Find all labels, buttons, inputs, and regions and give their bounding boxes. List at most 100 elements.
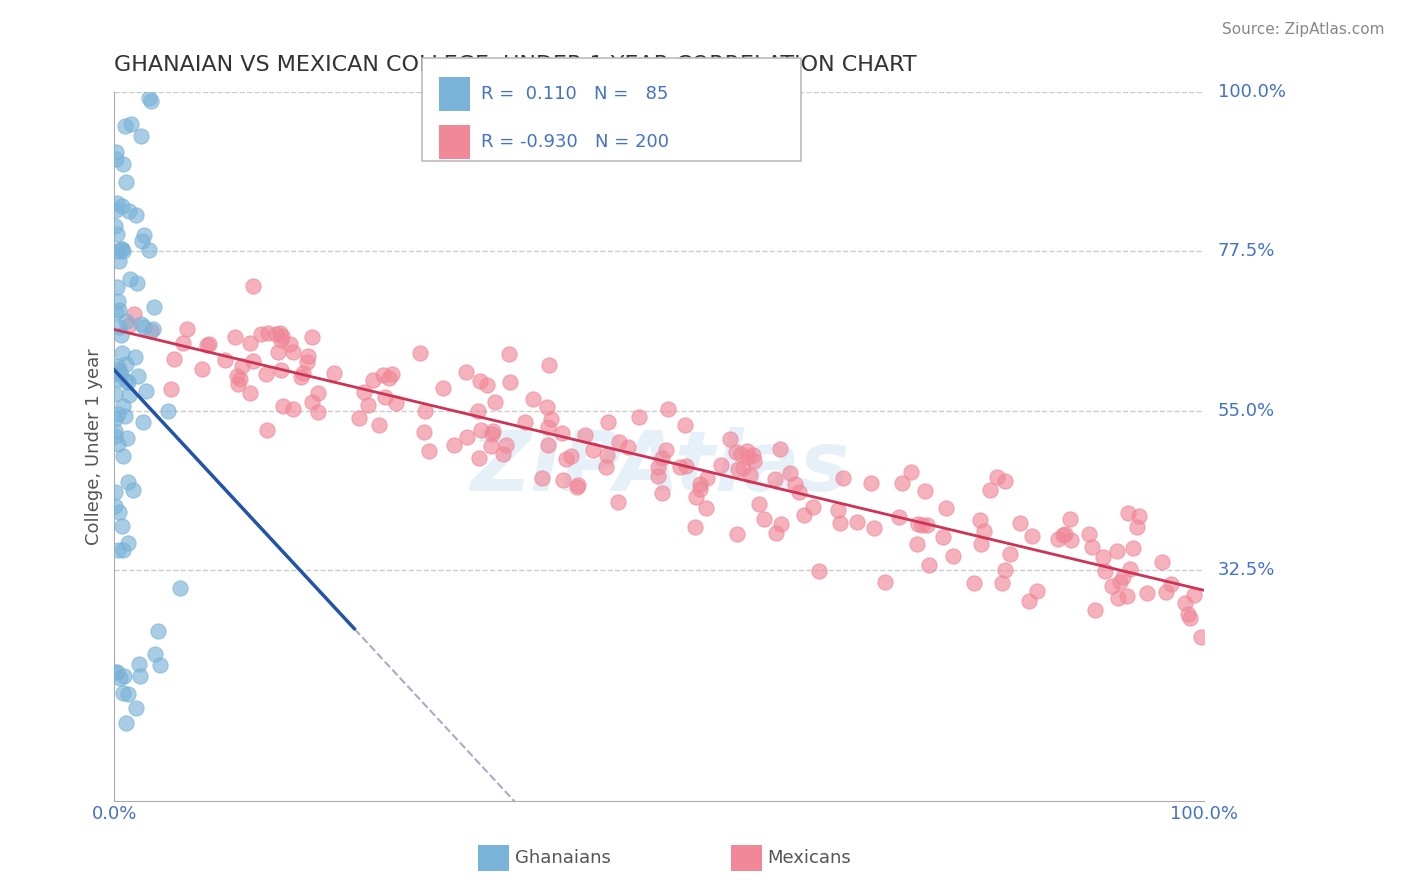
Point bbox=[356, 398, 378, 412]
Point bbox=[1026, 584, 1049, 599]
Point bbox=[408, 345, 430, 359]
Point bbox=[765, 525, 787, 540]
Point bbox=[104, 412, 127, 426]
Point bbox=[1021, 529, 1043, 543]
Point bbox=[111, 449, 134, 463]
Point bbox=[963, 575, 986, 590]
Point bbox=[267, 345, 290, 359]
Point bbox=[132, 415, 155, 429]
Point bbox=[1177, 607, 1199, 621]
Point bbox=[1116, 506, 1139, 520]
Point bbox=[129, 317, 152, 331]
Point bbox=[307, 405, 329, 419]
Point bbox=[104, 485, 127, 500]
Point bbox=[242, 279, 264, 293]
Point bbox=[1182, 588, 1205, 602]
Point bbox=[142, 321, 165, 335]
Point bbox=[683, 520, 706, 534]
Point bbox=[173, 336, 195, 351]
Point bbox=[907, 516, 929, 531]
Point bbox=[742, 453, 765, 467]
Point bbox=[905, 536, 928, 550]
Point bbox=[214, 352, 236, 367]
Point bbox=[1059, 512, 1081, 526]
Point bbox=[112, 156, 135, 170]
Point bbox=[484, 394, 506, 409]
Point bbox=[1018, 593, 1040, 607]
Point bbox=[491, 447, 513, 461]
Point bbox=[740, 467, 762, 482]
Point bbox=[256, 423, 278, 437]
Point bbox=[250, 326, 273, 341]
Point bbox=[727, 461, 749, 475]
Point bbox=[138, 91, 160, 105]
Point bbox=[1156, 585, 1178, 599]
Point bbox=[495, 438, 517, 452]
Point bbox=[107, 244, 129, 258]
Point bbox=[673, 417, 696, 432]
Text: GHANAIAN VS MEXICAN COLLEGE, UNDER 1 YEAR CORRELATION CHART: GHANAIAN VS MEXICAN COLLEGE, UNDER 1 YEA… bbox=[114, 55, 917, 75]
Point bbox=[125, 208, 148, 222]
Point bbox=[160, 382, 183, 396]
Point bbox=[915, 517, 938, 532]
Point bbox=[104, 152, 127, 166]
Point bbox=[118, 204, 141, 219]
Point bbox=[104, 665, 127, 679]
Point bbox=[122, 307, 145, 321]
Point bbox=[413, 404, 436, 418]
Text: 100.0%: 100.0% bbox=[1218, 83, 1285, 101]
Point bbox=[146, 624, 169, 638]
Text: 77.5%: 77.5% bbox=[1218, 243, 1275, 260]
Point bbox=[125, 701, 148, 715]
Point bbox=[197, 338, 219, 352]
Point bbox=[124, 350, 146, 364]
Point bbox=[696, 471, 718, 485]
Point bbox=[1094, 565, 1116, 579]
Point bbox=[596, 415, 619, 429]
Point bbox=[1077, 526, 1099, 541]
Point bbox=[742, 448, 765, 462]
Point bbox=[515, 415, 537, 429]
Point bbox=[537, 438, 560, 452]
Point bbox=[278, 337, 301, 351]
Point bbox=[763, 472, 786, 486]
Point bbox=[107, 408, 129, 422]
Point bbox=[118, 388, 141, 402]
Point bbox=[114, 119, 136, 133]
Point bbox=[231, 359, 253, 373]
Point bbox=[1116, 589, 1139, 603]
Point bbox=[307, 386, 329, 401]
Point bbox=[993, 474, 1015, 488]
Text: ZIPAtlas: ZIPAtlas bbox=[470, 427, 849, 508]
Point bbox=[538, 358, 561, 372]
Point bbox=[979, 483, 1001, 498]
Point bbox=[607, 435, 630, 450]
Point bbox=[110, 328, 132, 343]
Point bbox=[454, 365, 477, 379]
Point bbox=[725, 527, 748, 541]
Point bbox=[157, 403, 180, 417]
Point bbox=[942, 549, 965, 563]
Point bbox=[1136, 585, 1159, 599]
Point bbox=[105, 665, 128, 679]
Point bbox=[117, 687, 139, 701]
Point bbox=[655, 443, 678, 458]
Point bbox=[1178, 611, 1201, 625]
Point bbox=[935, 501, 957, 516]
Point bbox=[107, 372, 129, 386]
Point bbox=[107, 436, 129, 450]
Point bbox=[143, 647, 166, 661]
Point bbox=[114, 715, 136, 730]
Point bbox=[875, 574, 897, 589]
Point bbox=[970, 537, 993, 551]
Point bbox=[349, 411, 371, 425]
Point bbox=[143, 300, 166, 314]
Point bbox=[769, 442, 792, 456]
Point bbox=[832, 471, 855, 485]
Text: 55.0%: 55.0% bbox=[1218, 402, 1275, 420]
Point bbox=[827, 503, 849, 517]
Point bbox=[498, 347, 520, 361]
Point bbox=[381, 367, 404, 381]
Point bbox=[1174, 596, 1197, 610]
Point bbox=[239, 336, 262, 351]
